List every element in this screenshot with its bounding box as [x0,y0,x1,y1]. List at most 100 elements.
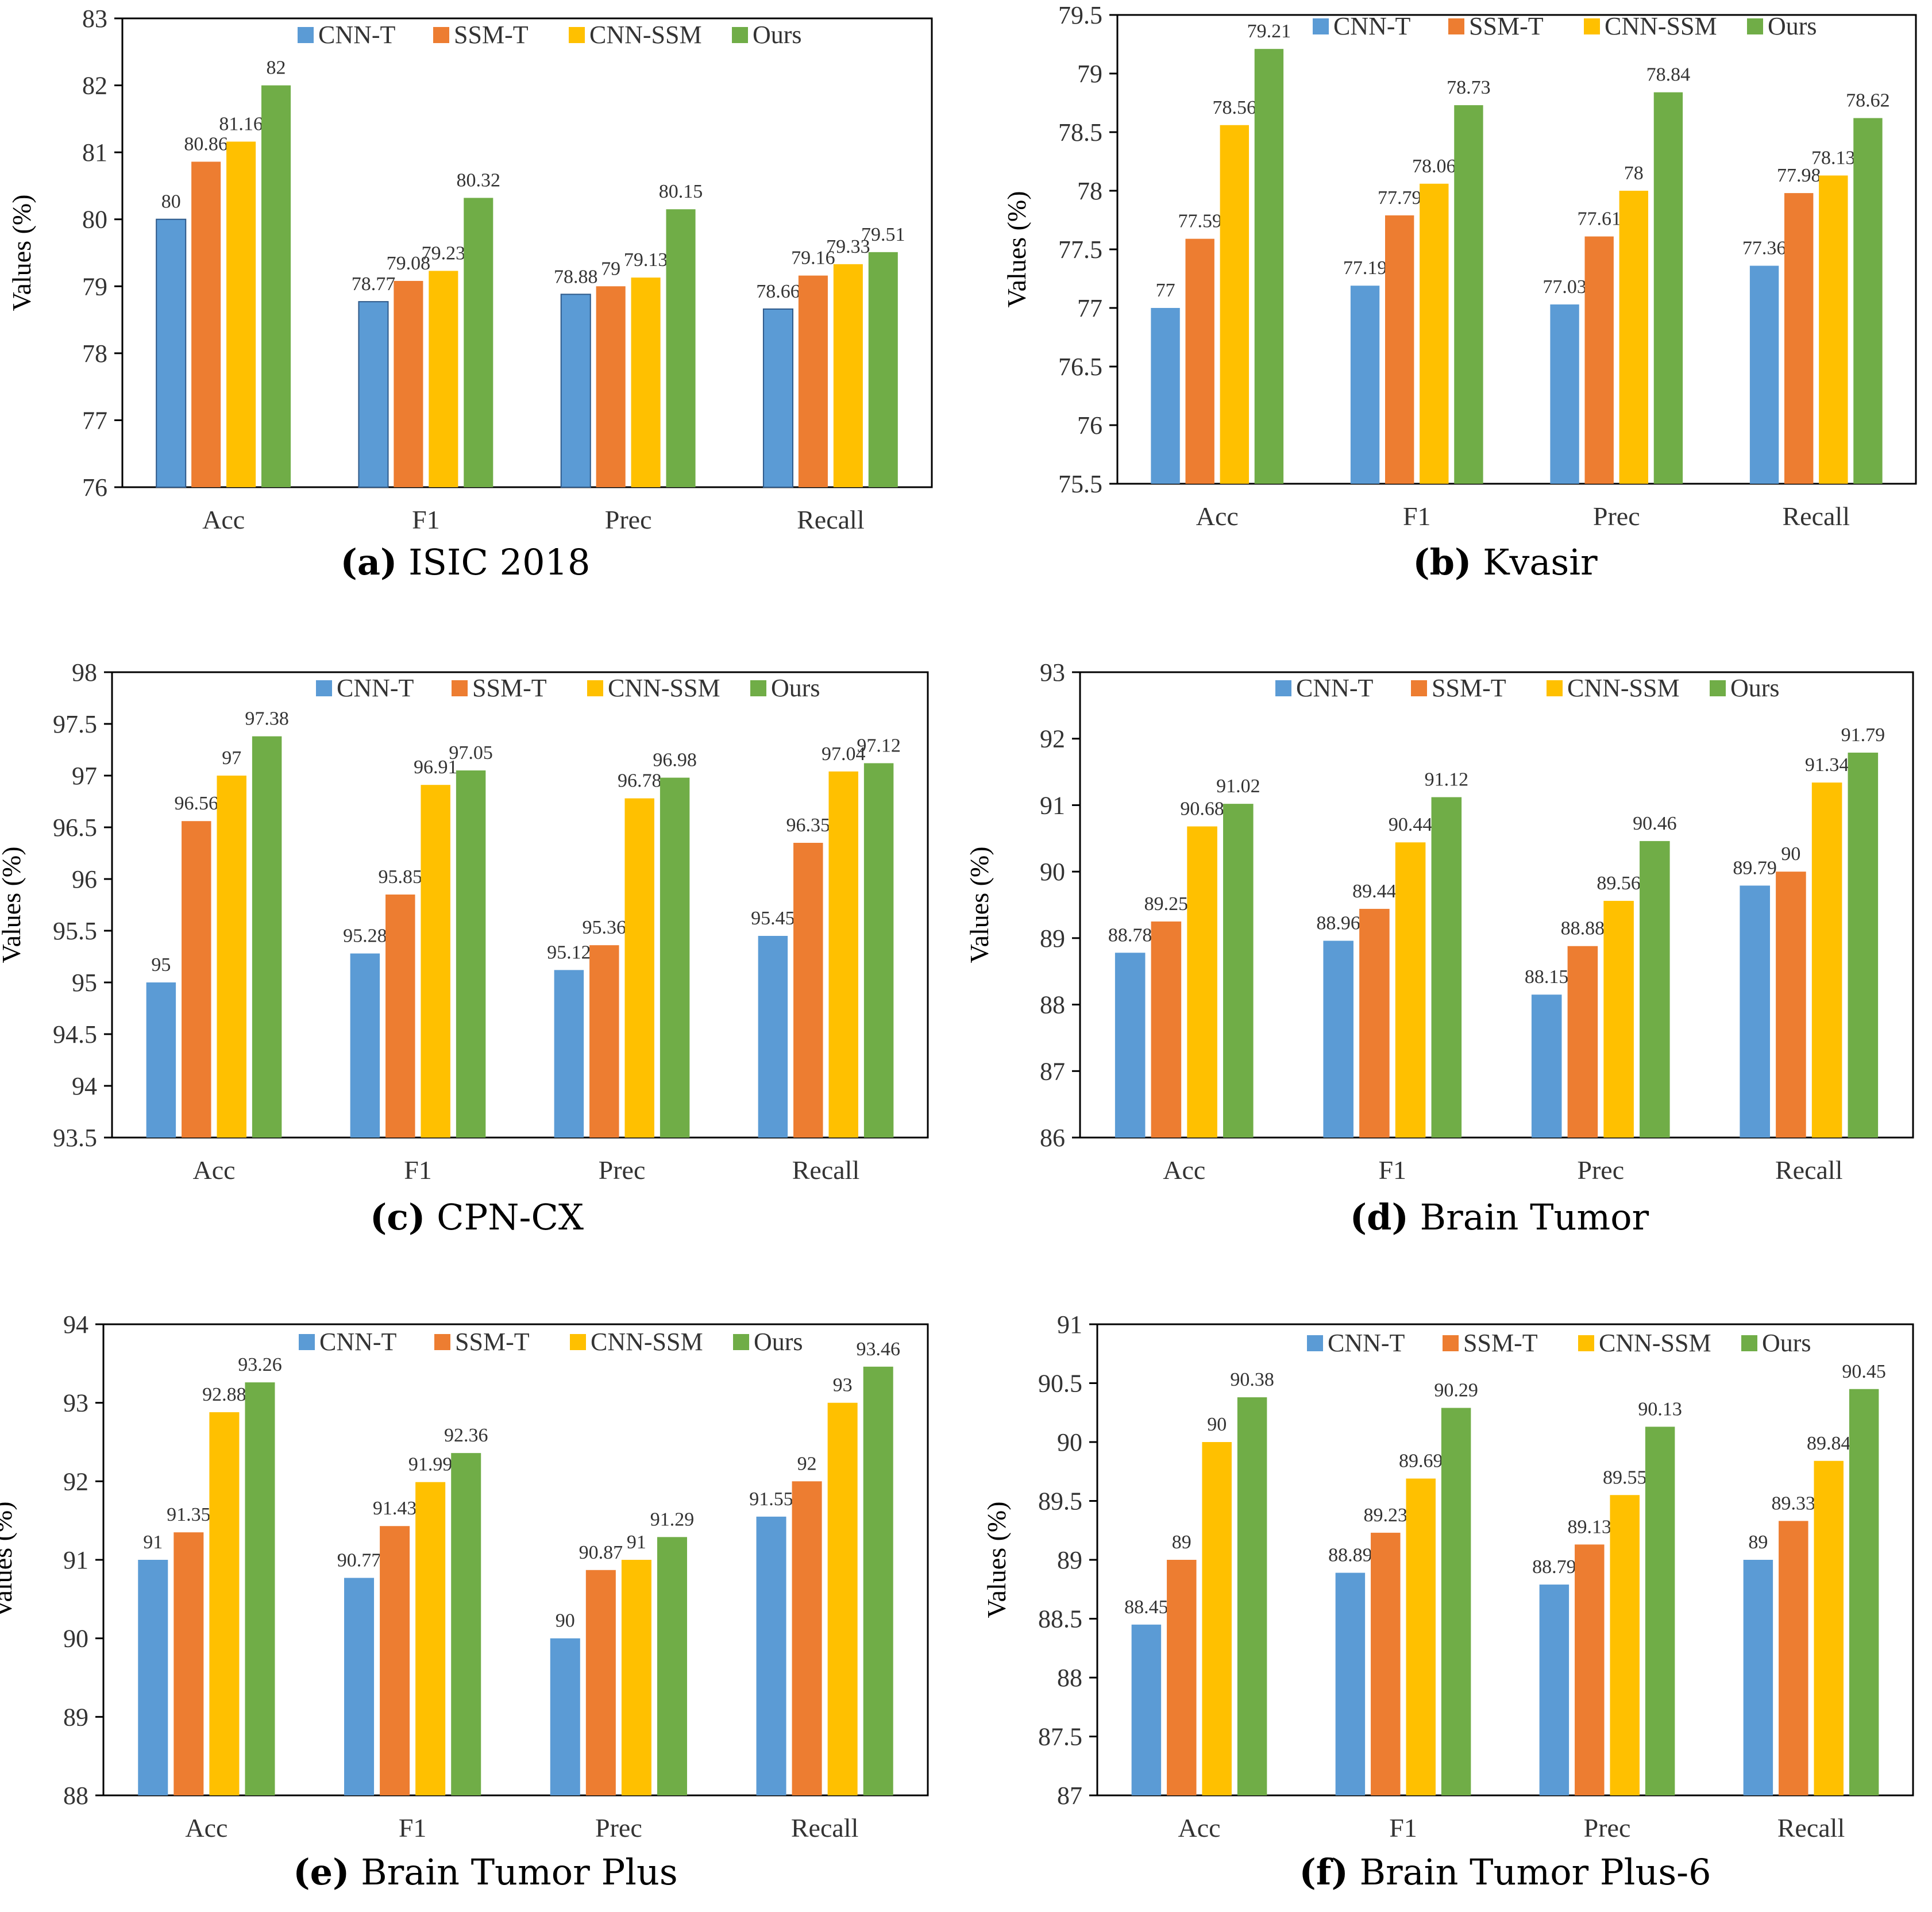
legend-swatch [1443,1335,1459,1351]
bar-data-label: 77.61 [1577,209,1621,230]
y-tick-label: 94.5 [53,1020,97,1048]
x-tick-label: Prec [595,1813,642,1842]
legend-swatch [750,680,766,696]
legend-swatch [298,27,314,43]
bar-cnn-t [1131,1624,1162,1795]
legend-entry: CNN-T [337,674,414,702]
bar-data-label: 91 [627,1532,646,1553]
bar-data-label: 95.28 [343,926,387,947]
y-tick-label: 95.5 [53,917,97,945]
legend-entry: SSM-T [1463,1329,1538,1357]
bar-ours [245,1382,275,1795]
bar-ssm-t [173,1532,204,1795]
legend-entry: CNN-SSM [1599,1329,1711,1357]
legend-entry: CNN-SSM [589,21,702,49]
plot-area-frame [121,17,933,488]
bar-ssm-t [1371,1532,1401,1795]
bar-data-label: 77.98 [1777,165,1821,186]
caption-letter: (b) [1413,541,1471,583]
bar-data-label: 88.78 [1108,924,1152,946]
bar-data-label: 92.36 [444,1425,488,1446]
subfigure-caption: (d) Brain Tumor [1350,1196,1649,1238]
y-tick-label: 79 [1077,60,1102,88]
legend-entry: CNN-SSM [608,674,720,702]
bar-data-label: 90.68 [1180,798,1224,819]
y-tick-label: 87.5 [1038,1723,1082,1751]
legend-swatch [434,1334,450,1350]
caption-letter: (c) [370,1196,425,1238]
bar-data-label: 95.45 [751,908,795,929]
x-tick-label: Acc [1178,1813,1220,1842]
caption-letter: (a) [341,541,398,583]
bar-ssm-t [1167,1560,1197,1795]
plot-area-frame [111,671,929,1139]
chart-panel-1: 75.5 76 76.5 77 77.5 78 78.5 79 79.5 Values (%) Ac… [1002,1,1917,583]
legend-entry: Ours [1762,1329,1811,1357]
y-tick-label: 81 [82,138,107,167]
legend-swatch [299,1334,315,1350]
legend-swatch [1275,680,1291,696]
bar-data-label: 89.13 [1568,1516,1612,1537]
bar-data-label: 88.79 [1532,1556,1576,1578]
bar-ours [252,736,282,1138]
legend-entry: CNN-T [318,21,396,49]
y-tick-label: 91 [63,1546,88,1574]
bar-data-label: 89.23 [1364,1505,1408,1526]
y-axis-title: Values (%) [1002,191,1031,307]
bar-cnn-ssm [429,271,458,487]
bar-cnn-ssm [421,785,450,1138]
bar-cnn-t [1550,304,1579,484]
bar-ours [1645,1427,1675,1795]
bar-data-label: 78.73 [1447,77,1491,98]
legend-swatch [452,680,468,696]
bar-cnn-ssm [624,798,654,1138]
legend-entry: Ours [771,674,820,702]
legend-entry: Ours [753,21,802,49]
bar-data-label: 90.38 [1230,1369,1274,1390]
bar-cnn-t [358,301,389,488]
chart-panel-0: 76 77 78 79 80 81 82 83 Values (%) Acc 80 80.8681.1… [7,5,933,583]
y-tick-label: 94 [72,1072,97,1100]
y-tick-label: 90 [63,1625,88,1653]
y-axis-title: Values (%) [982,1501,1011,1618]
legend-swatch [1710,680,1726,696]
bar-data-label: 93 [833,1375,853,1396]
y-tick-label: 93 [63,1389,88,1417]
bar-cnn-t [554,970,584,1138]
bar-data-label: 92.88 [202,1384,246,1405]
bar-ssm-t [792,1481,822,1795]
bar-data-label: 89.33 [1772,1493,1816,1514]
y-tick-label: 83 [82,5,107,33]
bar-data-label: 90.44 [1389,814,1433,835]
y-tick-label: 76 [1077,411,1102,440]
bar-data-label: 88.89 [1328,1545,1372,1566]
bar-data-label: 78.84 [1646,64,1691,86]
bar-data-label: 91.55 [749,1489,793,1510]
bar-data-label: 90.46 [1633,813,1677,834]
bar-data-label: 88.45 [1124,1597,1169,1618]
bar-cnn-ssm [1202,1442,1232,1795]
bar-cnn-t [146,982,176,1138]
bar-data-label: 90 [1207,1414,1227,1435]
bar-ssm-t [1185,238,1214,484]
x-tick-label: Acc [1196,502,1239,531]
bar-data-label: 96.91 [414,757,458,778]
bar-ours [1849,1389,1879,1795]
plot-area-frame [1079,671,1914,1139]
bar-ours [1237,1397,1267,1795]
legend-swatch [1747,18,1763,34]
bar-ssm-t [1779,1521,1808,1795]
bar-ssm-t [596,286,626,487]
x-tick-label: Prec [1593,502,1640,531]
bar-data-label: 92 [797,1453,817,1474]
y-tick-label: 93 [1040,658,1065,687]
bar-ssm-t [585,1570,616,1795]
y-tick-label: 89 [1040,924,1065,953]
legend-entry: CNN-T [1328,1329,1405,1357]
bar-ssm-t [1784,193,1814,484]
x-tick-label: Recall [791,1813,859,1842]
bar-cnn-t [350,953,380,1138]
legend-swatch [1578,1335,1594,1351]
bar-ours [657,1537,687,1795]
